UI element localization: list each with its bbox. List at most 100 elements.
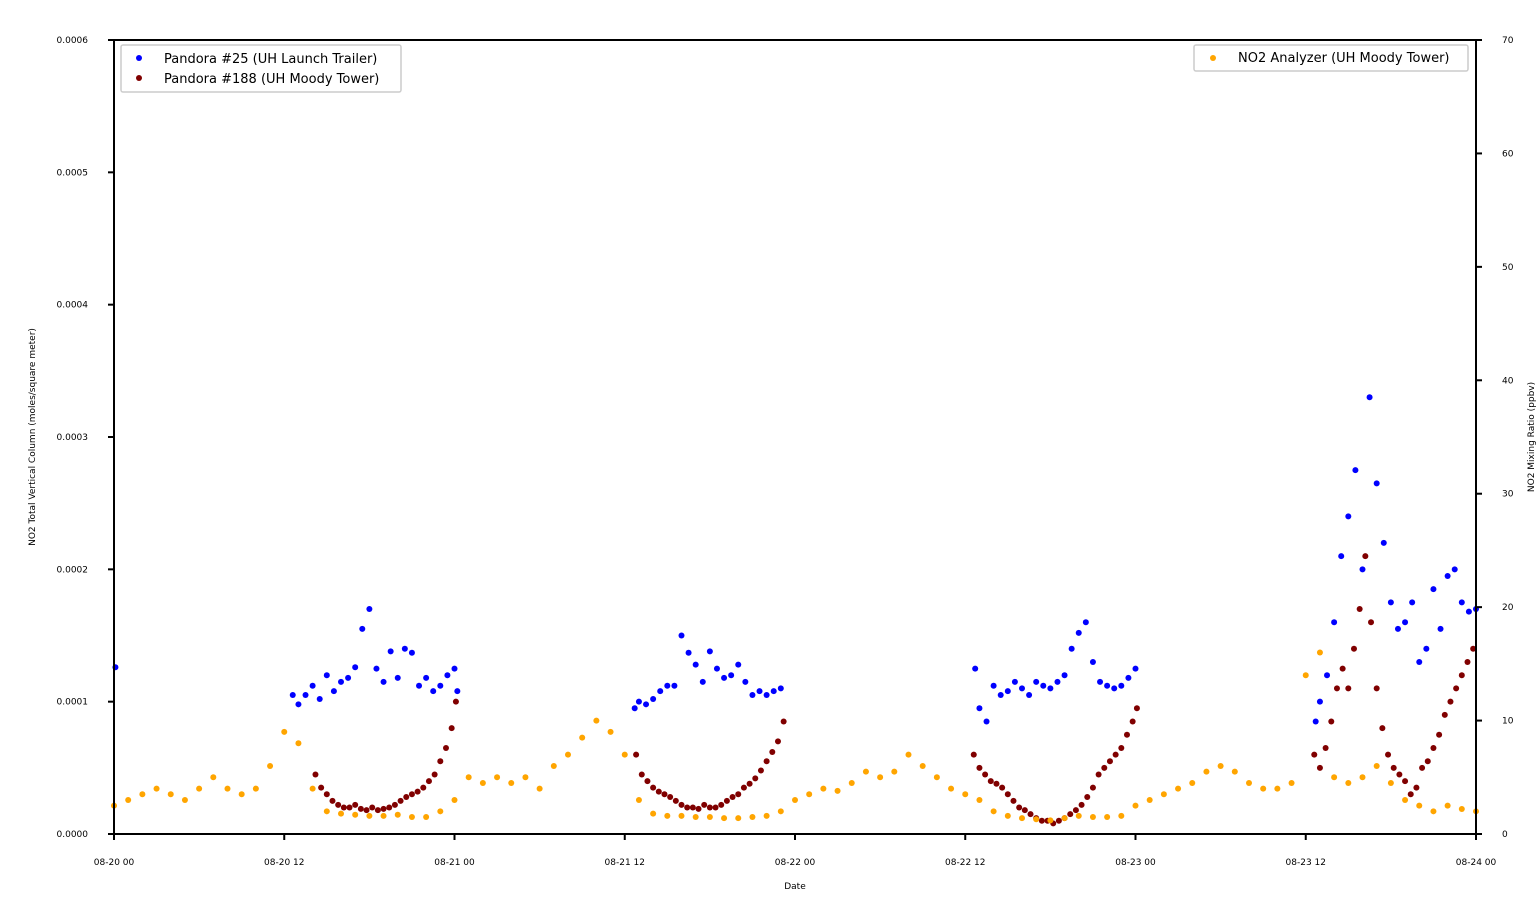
legend-label-pandora-188: Pandora #188 (UH Moody Tower) xyxy=(164,72,379,87)
data-point xyxy=(423,674,430,681)
data-point xyxy=(1095,771,1102,778)
data-point xyxy=(1072,807,1079,814)
data-point xyxy=(387,648,394,655)
data-point xyxy=(380,812,387,819)
data-point xyxy=(777,685,784,692)
data-point xyxy=(1132,665,1139,672)
data-point xyxy=(318,784,325,791)
data-point xyxy=(1061,672,1068,679)
data-point xyxy=(442,744,449,751)
data-point xyxy=(740,784,747,791)
data-point xyxy=(735,791,742,798)
data-point xyxy=(414,788,421,795)
data-point xyxy=(309,785,316,792)
data-point xyxy=(335,801,342,808)
x-tick-label: 08-21 00 xyxy=(434,858,475,868)
data-point xyxy=(655,788,662,795)
data-point xyxy=(1402,778,1409,785)
data-point xyxy=(1328,718,1335,725)
data-point xyxy=(1419,764,1426,771)
data-point xyxy=(706,813,713,820)
data-point xyxy=(729,793,736,800)
data-point xyxy=(1246,779,1252,786)
data-point xyxy=(635,698,642,705)
data-point xyxy=(848,779,855,786)
data-point xyxy=(1133,705,1140,712)
data-point xyxy=(373,665,380,672)
data-point xyxy=(1132,802,1139,809)
data-point xyxy=(728,672,735,679)
data-point xyxy=(1430,744,1437,751)
data-point xyxy=(1345,513,1352,520)
data-point xyxy=(1097,678,1104,685)
data-point xyxy=(338,678,344,685)
data-point xyxy=(806,791,813,798)
data-point xyxy=(1409,599,1416,606)
data-point xyxy=(1123,731,1130,738)
data-point xyxy=(565,751,571,758)
y-right-tick-label: 50 xyxy=(1502,263,1514,273)
data-point xyxy=(678,812,685,819)
data-point xyxy=(366,606,373,613)
data-point xyxy=(1423,645,1430,652)
data-point xyxy=(919,762,926,769)
y-axis-right-ticks: 0 10 20 30 40 50 60 70 xyxy=(1476,36,1514,840)
x-tick-label: 08-21 12 xyxy=(605,858,645,868)
data-point xyxy=(877,774,884,781)
data-point xyxy=(1010,797,1017,804)
data-point xyxy=(671,682,678,689)
y-left-tick-label: 0.0006 xyxy=(57,36,89,46)
data-point xyxy=(757,767,764,774)
data-point xyxy=(224,785,231,792)
data-point xyxy=(196,785,203,792)
legend-marker-pandora-25 xyxy=(136,55,142,61)
data-point xyxy=(1101,764,1108,771)
data-point xyxy=(1447,698,1454,705)
data-point xyxy=(309,682,316,689)
data-point xyxy=(972,665,979,672)
data-point xyxy=(891,768,898,775)
data-point xyxy=(1387,599,1394,606)
data-point xyxy=(267,762,274,769)
data-point xyxy=(1390,764,1397,771)
y-left-tick-label: 0.0000 xyxy=(57,830,89,840)
data-point xyxy=(756,688,763,695)
data-point xyxy=(1331,774,1338,781)
data-point xyxy=(346,804,353,811)
data-point xyxy=(1111,685,1118,692)
data-point xyxy=(633,751,640,758)
data-point xyxy=(408,791,415,798)
data-point xyxy=(638,771,645,778)
data-point xyxy=(1359,774,1366,781)
data-point xyxy=(1104,682,1111,689)
data-point xyxy=(1125,674,1132,681)
data-point xyxy=(454,688,461,695)
data-point xyxy=(643,701,650,708)
data-point xyxy=(1362,553,1369,560)
data-point xyxy=(408,813,415,820)
data-point xyxy=(718,801,725,808)
legend-left: Pandora #25 (UH Launch Trailer) Pandora … xyxy=(120,44,402,93)
legend-right-box xyxy=(1193,44,1469,72)
data-point xyxy=(706,804,713,811)
data-point xyxy=(990,808,997,815)
y-left-tick-label: 0.0001 xyxy=(57,698,89,708)
data-point xyxy=(746,780,753,787)
data-point xyxy=(465,774,472,781)
data-point xyxy=(664,682,671,689)
data-point xyxy=(976,764,983,771)
data-point xyxy=(1068,645,1075,652)
series-2 xyxy=(111,649,1479,824)
data-point xyxy=(1082,619,1089,626)
series-1 xyxy=(312,553,1477,827)
data-point xyxy=(423,813,430,820)
data-point xyxy=(352,664,359,671)
data-point xyxy=(735,661,742,668)
data-point xyxy=(1104,813,1111,820)
data-point xyxy=(976,705,983,712)
data-point xyxy=(1441,711,1448,718)
data-point xyxy=(522,774,529,781)
data-point xyxy=(1118,744,1125,751)
data-point xyxy=(1424,758,1431,765)
